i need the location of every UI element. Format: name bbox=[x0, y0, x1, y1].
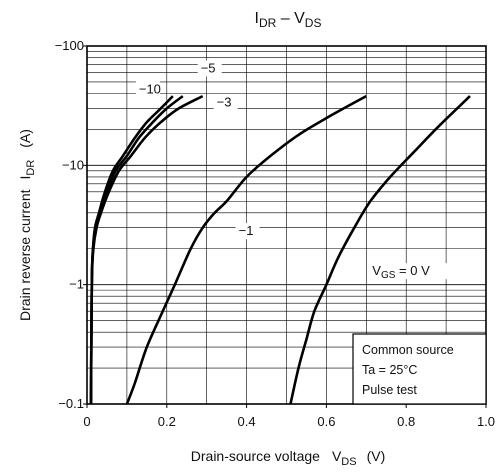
series-label-bg bbox=[235, 223, 260, 240]
x-tick-label: 0.4 bbox=[238, 414, 256, 429]
annotation-frame bbox=[352, 333, 487, 405]
y-tick-label: −100 bbox=[55, 38, 84, 53]
plot-frame bbox=[86, 45, 487, 405]
y-tick-label: −0.1 bbox=[58, 396, 84, 411]
title-main-sub: DR bbox=[259, 16, 277, 30]
series-labels: −10 −5 −3 −1 VGS = 0 V bbox=[135, 60, 448, 281]
title-main: I bbox=[255, 10, 259, 27]
series-label-symbol: V bbox=[372, 263, 381, 278]
series-line-0 bbox=[89, 95, 174, 405]
x-tick-label: 0.8 bbox=[397, 414, 415, 429]
x-axis-label-text: Drain-source voltage bbox=[191, 448, 320, 464]
series-label: −1 bbox=[239, 223, 254, 238]
chart-title: IDR – VDS bbox=[255, 10, 322, 30]
x-axis-label-sub: DS bbox=[341, 456, 356, 468]
series-label: −5 bbox=[201, 60, 216, 75]
series-label: −3 bbox=[217, 95, 232, 110]
x-axis-label-unit: (V) bbox=[367, 448, 386, 464]
series-line-4 bbox=[289, 95, 471, 405]
y-axis-label-sub: DR bbox=[25, 160, 37, 176]
x-tick-label: 1.0 bbox=[477, 414, 495, 429]
series-label-bg bbox=[197, 60, 222, 77]
y-axis-label-unit: (A) bbox=[17, 129, 33, 148]
x-tick-label: 0 bbox=[83, 414, 90, 429]
series-group bbox=[89, 94, 471, 405]
series-line-1 bbox=[89, 95, 184, 405]
series-line-3 bbox=[125, 94, 367, 405]
annotation-line: Ta = 25°C bbox=[362, 363, 417, 377]
y-tick-label: −1 bbox=[69, 277, 84, 292]
annotation-line: Pulse test bbox=[362, 383, 417, 397]
y-tick-label: −10 bbox=[62, 157, 84, 172]
series-line-2 bbox=[89, 94, 204, 405]
x-axis-label-symbol: V bbox=[332, 448, 342, 464]
annotation-line: Common source bbox=[362, 343, 454, 357]
x-tick-label: 0.2 bbox=[158, 414, 176, 429]
y-axis-label: Drain reverse current IDR (A) bbox=[17, 129, 37, 321]
annotation-box: Common source Ta = 25°C Pulse test bbox=[352, 333, 487, 405]
series-label: −10 bbox=[139, 81, 161, 96]
series-label-bg bbox=[369, 263, 448, 280]
axis-ticks: 0 0.2 0.4 0.6 0.8 1.0 −0.1 −1 −10 −100 bbox=[55, 38, 495, 429]
x-tick-label: 0.6 bbox=[317, 414, 335, 429]
y-axis-label-symbol: I bbox=[17, 176, 33, 180]
x-axis-label: Drain-source voltage VDS (V) bbox=[191, 448, 385, 468]
series-label-tail: = 0 V bbox=[395, 263, 430, 278]
series-label: VGS = 0 V bbox=[372, 263, 430, 281]
series-label-sub: GS bbox=[381, 270, 396, 281]
title-second-sub: DS bbox=[305, 16, 322, 30]
y-axis-label-text: Drain reverse current bbox=[17, 189, 33, 321]
title-sep: – V bbox=[276, 10, 305, 27]
series-label-bg bbox=[135, 81, 160, 98]
series-label-bg bbox=[213, 94, 238, 111]
